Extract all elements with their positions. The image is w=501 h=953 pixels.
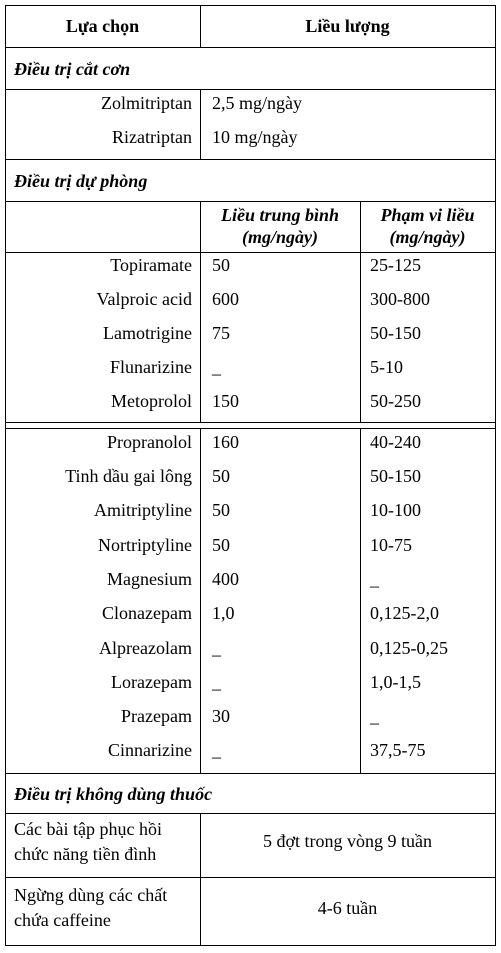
nondrug-dose: 5 đợt trong vòng 9 tuần [262, 831, 432, 851]
mean-dose: 600 [212, 289, 239, 309]
drug-name: Magnesium [107, 569, 192, 589]
rule [5, 773, 496, 774]
subheader-mean-unit: (mg/ngày) [242, 227, 318, 247]
subheader-range-unit: (mg/ngày) [389, 227, 466, 247]
drug-name: Topiramate [110, 255, 192, 275]
section-acute-title: Điều trị cắt cơn [14, 59, 131, 79]
dose-range: 50-150 [370, 466, 421, 486]
rule [5, 5, 496, 6]
subheader-mean-dose: Liều trung bình [220, 205, 340, 225]
drug-name: Clonazepam [102, 603, 192, 623]
drug-name: Nortriptyline [98, 535, 192, 555]
dose-range: 300-800 [370, 289, 430, 309]
rule [5, 159, 496, 160]
rule [5, 945, 496, 946]
mean-dose: _ [212, 740, 221, 760]
acute-drug: Zolmitriptan [101, 93, 192, 113]
nondrug-dose: 4-6 tuần [317, 898, 378, 918]
dose-range: 40-240 [370, 432, 421, 452]
dose-range: 10-100 [370, 500, 421, 520]
mean-dose: 75 [212, 323, 230, 343]
nondrug-option: chứa caffeine [14, 910, 111, 930]
mean-dose: 50 [212, 535, 230, 555]
subheader-dose-range: Phạm vi liều [380, 205, 475, 225]
rule [5, 5, 6, 946]
mean-dose: _ [212, 357, 221, 377]
section-nondrug-title: Điều trị không dùng thuốc [14, 784, 213, 804]
drug-name: Prazepam [121, 706, 192, 726]
dose-range: 25-125 [370, 255, 421, 275]
rule [200, 5, 201, 48]
rule [360, 428, 361, 774]
drug-name: Amitriptyline [94, 500, 192, 520]
drug-name: Valproic acid [96, 289, 192, 309]
rule [200, 813, 201, 946]
mean-dose: 400 [212, 569, 239, 589]
dose-range: 5-10 [370, 357, 403, 377]
drug-name: Tinh dầu gai lông [65, 466, 192, 486]
dose-range: 50-150 [370, 323, 421, 343]
dose-range: 37,5-75 [370, 740, 426, 760]
dose-range: _ [370, 569, 379, 589]
mean-dose: _ [212, 638, 221, 658]
drug-name: Cinnarizine [108, 740, 192, 760]
mean-dose: 160 [212, 432, 239, 452]
rule [5, 813, 496, 814]
section-preventive-title: Điều trị dự phòng [14, 171, 148, 191]
header-option: Lựa chọn [65, 16, 140, 36]
acute-dose: 2,5 mg/ngày [212, 93, 302, 113]
mean-dose: 50 [212, 466, 230, 486]
rule [5, 252, 496, 253]
rule [5, 428, 496, 429]
mean-dose: 150 [212, 391, 239, 411]
mean-dose: 50 [212, 500, 230, 520]
dose-range: _ [370, 706, 379, 726]
nondrug-option: Các bài tập phục hồi [14, 819, 162, 839]
drug-name: Propranolol [107, 432, 192, 452]
rule [200, 89, 201, 160]
mean-dose: 30 [212, 706, 230, 726]
rule [5, 422, 496, 423]
dose-range: 10-75 [370, 535, 412, 555]
rule [5, 201, 496, 202]
dose-range: 50-250 [370, 391, 421, 411]
rule [5, 877, 496, 878]
dose-range: 0,125-2,0 [370, 603, 439, 623]
acute-drug: Rizatriptan [112, 127, 192, 147]
mean-dose: 1,0 [212, 603, 235, 623]
nondrug-option: chức năng tiền đình [14, 844, 157, 864]
header-dose: Liều lượng [305, 16, 390, 36]
dose-range: 0,125-0,25 [370, 638, 448, 658]
rule [200, 201, 201, 423]
rule [5, 89, 496, 90]
drug-name: Alpreazolam [99, 638, 192, 658]
mean-dose: 50 [212, 255, 230, 275]
drug-name: Flunarizine [110, 357, 192, 377]
drug-name: Metoprolol [111, 391, 192, 411]
rule [200, 428, 201, 774]
drug-name: Lorazepam [111, 672, 192, 692]
rule [5, 47, 496, 48]
rule [360, 201, 361, 423]
nondrug-option: Ngừng dùng các chất [14, 885, 168, 905]
drug-name: Lamotrigine [103, 323, 192, 343]
rule [495, 5, 496, 946]
dose-range: 1,0-1,5 [370, 672, 421, 692]
mean-dose: _ [212, 672, 221, 692]
acute-dose: 10 mg/ngày [212, 127, 298, 147]
